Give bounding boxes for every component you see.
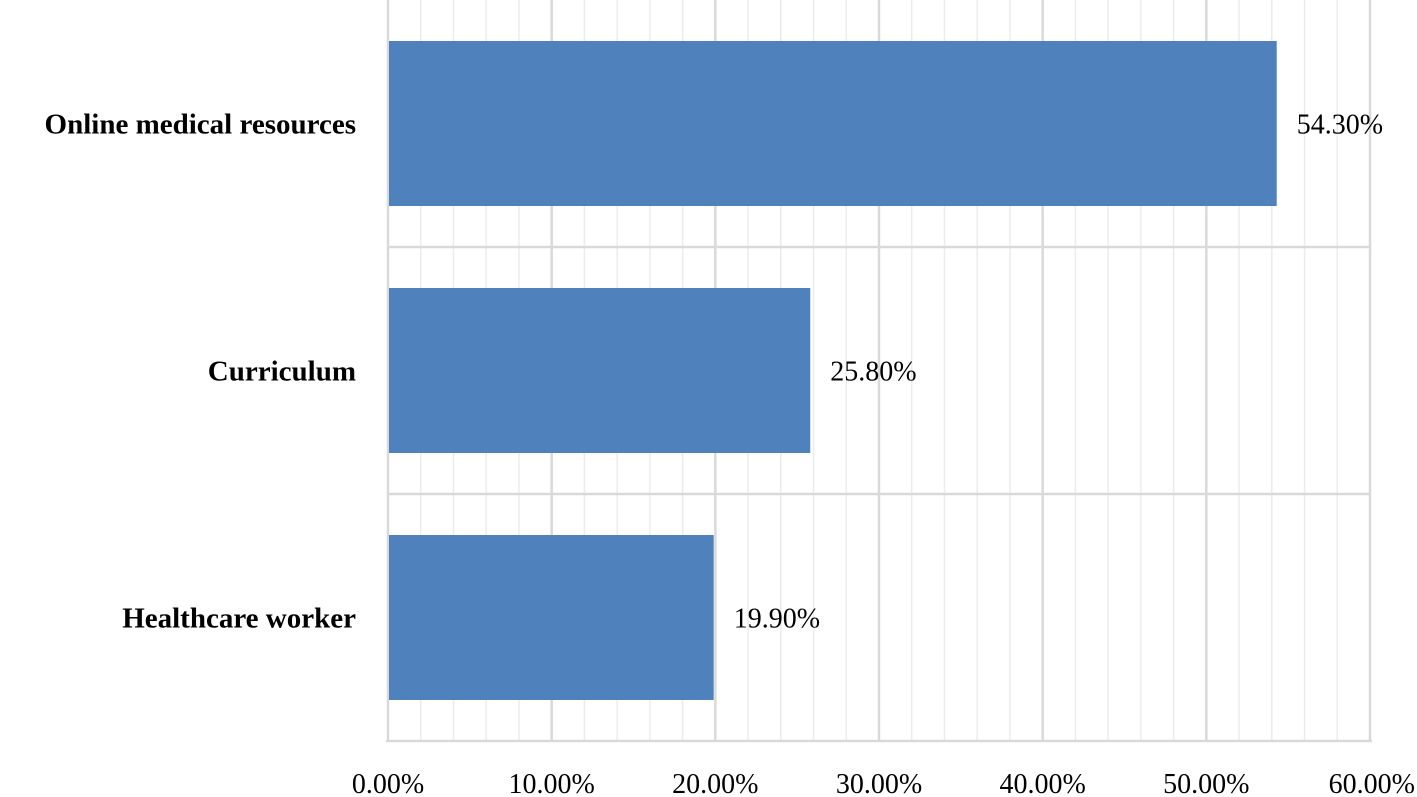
bar (389, 535, 714, 700)
value-label: 19.90% (734, 604, 820, 635)
value-label: 54.30% (1297, 110, 1383, 141)
x-tick-label: 0.00% (352, 769, 424, 797)
x-tick-label: 20.00% (672, 769, 758, 797)
x-tick-label: 30.00% (836, 769, 922, 797)
category-label: Healthcare worker (122, 603, 356, 635)
value-label: 25.80% (830, 357, 916, 388)
x-tick-label: 60.00% (1329, 769, 1415, 797)
x-tick-label: 50.00% (1163, 769, 1249, 797)
bar-layer (389, 41, 1277, 700)
category-label: Curriculum (208, 356, 356, 388)
category-label: Online medical resources (45, 109, 356, 141)
bar (389, 41, 1277, 206)
label-layer: 54.30% Online medical resources 25.80% Curr… (45, 109, 1415, 797)
x-tick-label: 40.00% (1000, 769, 1086, 797)
bar (389, 288, 811, 453)
x-tick-label: 10.00% (509, 769, 595, 797)
